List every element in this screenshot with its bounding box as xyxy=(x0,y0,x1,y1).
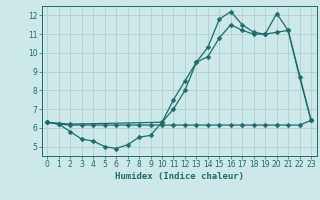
X-axis label: Humidex (Indice chaleur): Humidex (Indice chaleur) xyxy=(115,172,244,181)
